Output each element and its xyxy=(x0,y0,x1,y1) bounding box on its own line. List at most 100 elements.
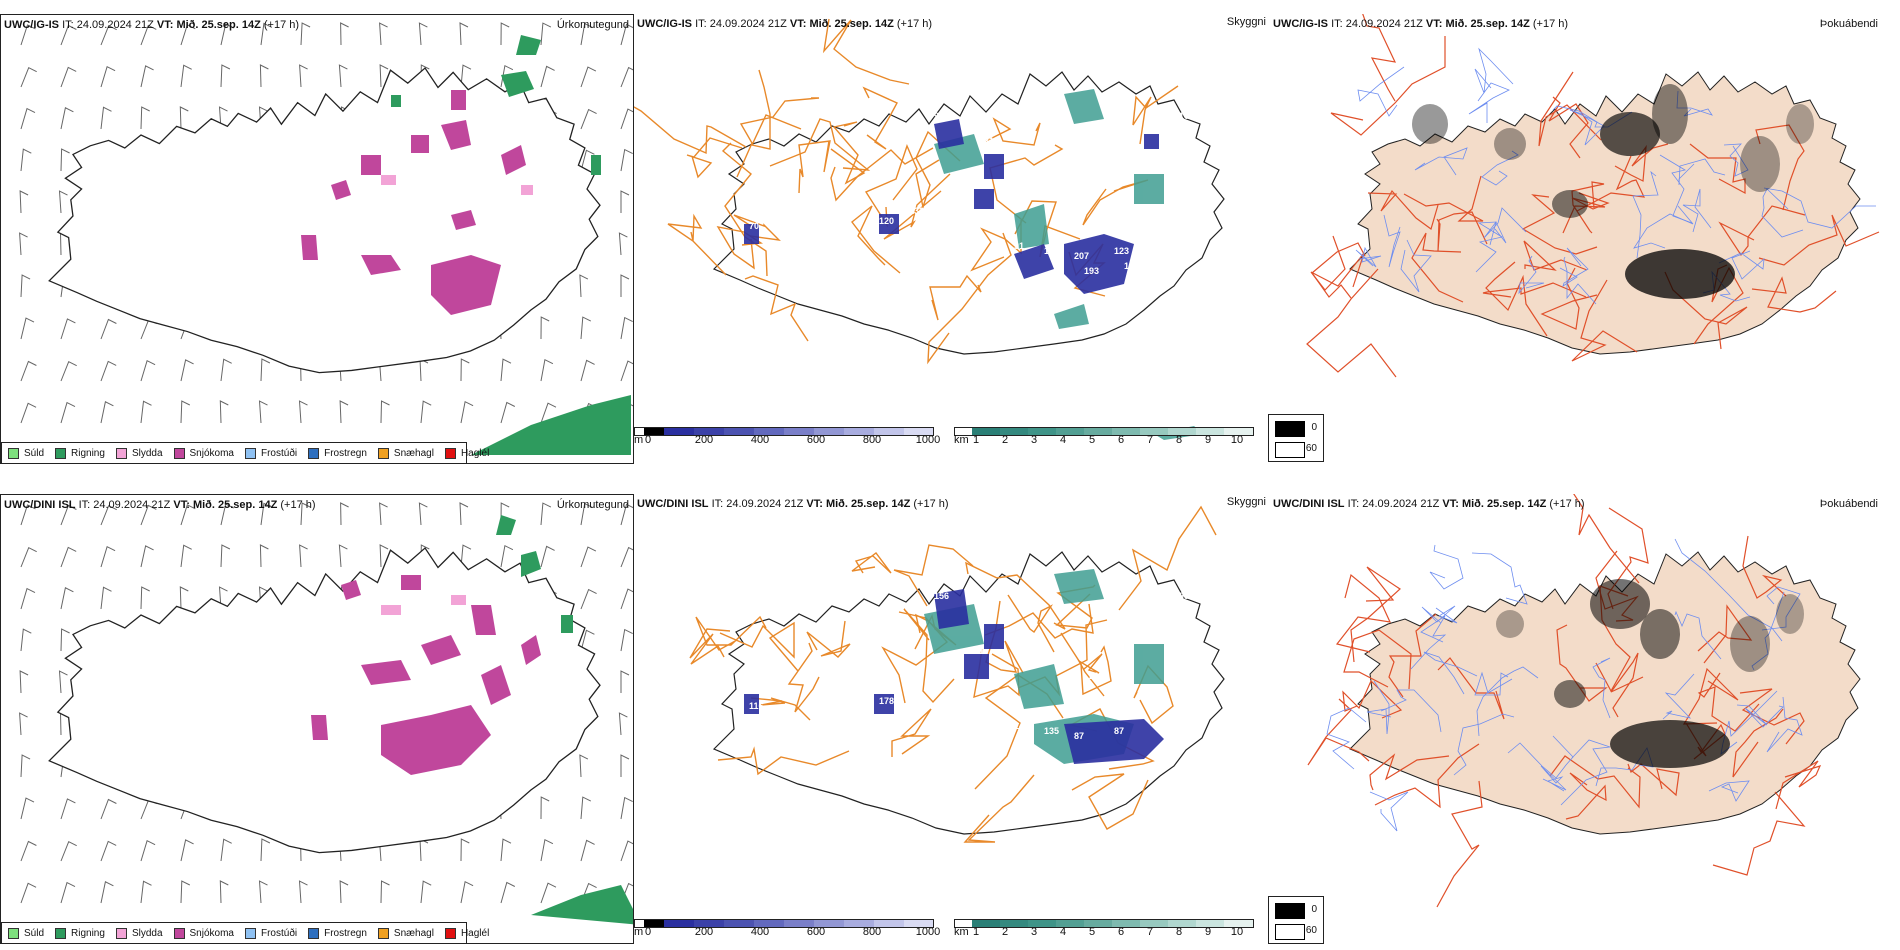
wind-barb xyxy=(60,361,77,382)
ceiling-value-label: 48 xyxy=(1004,101,1014,111)
wind-barb xyxy=(579,754,589,778)
line-segment xyxy=(1633,205,1694,249)
wind-barb xyxy=(500,881,516,904)
ceiling-value-label: 222 xyxy=(1114,91,1129,101)
ceiling-value-label: 131 xyxy=(969,646,984,656)
wind-barb xyxy=(60,546,77,568)
wind-barb xyxy=(580,588,597,610)
legend-label: Snjókoma xyxy=(189,447,234,459)
vis-tick: 1 xyxy=(972,926,980,938)
wind-barb xyxy=(60,148,70,172)
wind-barb xyxy=(140,65,154,88)
wind-barb xyxy=(60,587,74,610)
legend-swatch xyxy=(8,447,19,459)
wind-barb xyxy=(20,402,37,424)
wind-barb xyxy=(20,628,32,652)
panel-type-label-precip: Úrkomutegund xyxy=(556,499,629,511)
vis-colorbar: km 1 2 3 4 5 6 7 8 9 10 xyxy=(954,916,1254,942)
wind-barb xyxy=(620,840,633,862)
road-network xyxy=(1307,494,1822,908)
panel-type-label-fog: Þokuábendi xyxy=(1819,498,1878,510)
line-segment xyxy=(1697,672,1760,732)
wind-barb xyxy=(20,587,36,610)
vis-tick: 5 xyxy=(1088,926,1096,938)
ceiling-tick: 1000 xyxy=(915,926,941,938)
line-segment xyxy=(1689,143,1746,195)
line-segment xyxy=(1410,615,1447,670)
wind-barb xyxy=(620,66,633,88)
ceiling-value-label: 116 xyxy=(749,701,764,711)
line-segment xyxy=(1474,47,1514,94)
fog-legend-white-swatch xyxy=(1275,924,1305,940)
panel-type-label-vis: Skyggni xyxy=(1226,496,1266,508)
line-segment xyxy=(1674,610,1722,660)
wind-barb xyxy=(299,64,308,88)
wind-barb xyxy=(298,400,308,424)
ceiling-value-label: 131 xyxy=(979,136,994,146)
wind-barb xyxy=(140,359,156,382)
ceiling-areas xyxy=(744,119,1159,294)
wind-barb xyxy=(20,274,31,298)
line-segment xyxy=(1632,170,1659,259)
line-segment xyxy=(1481,150,1519,186)
wind-barb xyxy=(58,190,68,214)
line-segment xyxy=(1421,605,1458,624)
vis-colorbar: km 1 2 3 4 5 6 7 8 9 10 xyxy=(954,424,1254,450)
wind-barb xyxy=(500,544,514,568)
wind-barb xyxy=(219,880,229,904)
line-segment xyxy=(686,137,743,179)
precip-type-panel-row1: UWC/IG-IS IT: 24.09.2024 21Z VT: Mið. 25… xyxy=(0,14,634,464)
line-segment xyxy=(1674,538,1783,642)
line-segment xyxy=(695,615,767,651)
wind-barb xyxy=(19,712,28,736)
wind-barb xyxy=(379,64,389,88)
wind-barb xyxy=(460,838,470,862)
wind-barb xyxy=(260,22,273,46)
wind-barb xyxy=(460,358,470,382)
legend-label: Súld xyxy=(24,927,45,939)
line-segment xyxy=(1627,763,1680,797)
wind-barb xyxy=(459,502,469,526)
wind-barb xyxy=(580,546,597,568)
legend-label: Rigning xyxy=(71,927,105,939)
ceiling-value-label: 109 xyxy=(1179,111,1194,121)
line-segment xyxy=(1362,14,1397,102)
wind-barb xyxy=(19,232,28,256)
vis-tick: 1 xyxy=(972,434,980,446)
wind-barb xyxy=(379,22,388,46)
wind-barb xyxy=(540,22,552,46)
slydda-areas xyxy=(381,175,533,195)
wind-barb xyxy=(298,880,308,904)
vis-tick: 4 xyxy=(1059,434,1067,446)
line-segment xyxy=(1423,651,1478,695)
wind-barb xyxy=(339,880,349,904)
precip-legend-item: Haglél xyxy=(444,447,489,459)
legend-label: Frostúði xyxy=(260,927,298,939)
line-segment xyxy=(634,106,747,155)
wind-barb xyxy=(540,358,554,382)
wind-barb xyxy=(580,629,595,652)
line-segment xyxy=(1476,666,1539,737)
wind-barb xyxy=(419,838,429,862)
wind-barb xyxy=(620,274,630,297)
wind-barb xyxy=(140,586,150,610)
line-segment xyxy=(891,708,932,757)
wind-barb xyxy=(140,839,156,862)
ceiling-colorbar-bar xyxy=(634,919,934,928)
line-segment xyxy=(1518,255,1545,295)
line-segment xyxy=(822,18,910,85)
ceiling-value-label: 70 xyxy=(749,221,759,231)
vis-tick: 7 xyxy=(1146,926,1154,938)
wind-barb xyxy=(500,358,512,382)
wind-barb xyxy=(620,588,633,610)
ceiling-tick: 1000 xyxy=(915,434,941,446)
line-segment xyxy=(798,140,831,194)
line-segment xyxy=(1766,696,1803,753)
line-segment xyxy=(1403,175,1484,222)
line-segment xyxy=(1718,205,1806,257)
line-segment xyxy=(1559,247,1589,287)
line-segment xyxy=(721,142,768,277)
iceland-land xyxy=(1349,551,1861,835)
line-segment xyxy=(1758,214,1880,266)
line-segment xyxy=(1678,158,1726,186)
